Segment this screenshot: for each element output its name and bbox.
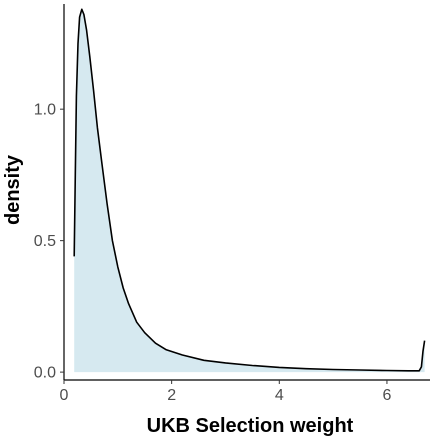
x-tick-label: 6 bbox=[382, 387, 391, 404]
x-tick-label: 2 bbox=[167, 387, 176, 404]
density-area-0 bbox=[74, 9, 425, 373]
x-tick-label: 0 bbox=[60, 387, 69, 404]
density-line-0 bbox=[73, 8, 426, 372]
y-tick-label: 0.5 bbox=[34, 233, 56, 250]
y-tick-label: 0.0 bbox=[34, 365, 56, 382]
plot-area bbox=[73, 8, 426, 373]
axes: 0 2 4 6 0.0 0.5 1.0 bbox=[34, 4, 430, 404]
x-tick-label: 4 bbox=[275, 387, 284, 404]
x-axis-title: UKB Selection weight bbox=[147, 415, 354, 437]
y-tick-label: 1.0 bbox=[34, 102, 56, 119]
y-axis-title: density bbox=[2, 154, 24, 225]
